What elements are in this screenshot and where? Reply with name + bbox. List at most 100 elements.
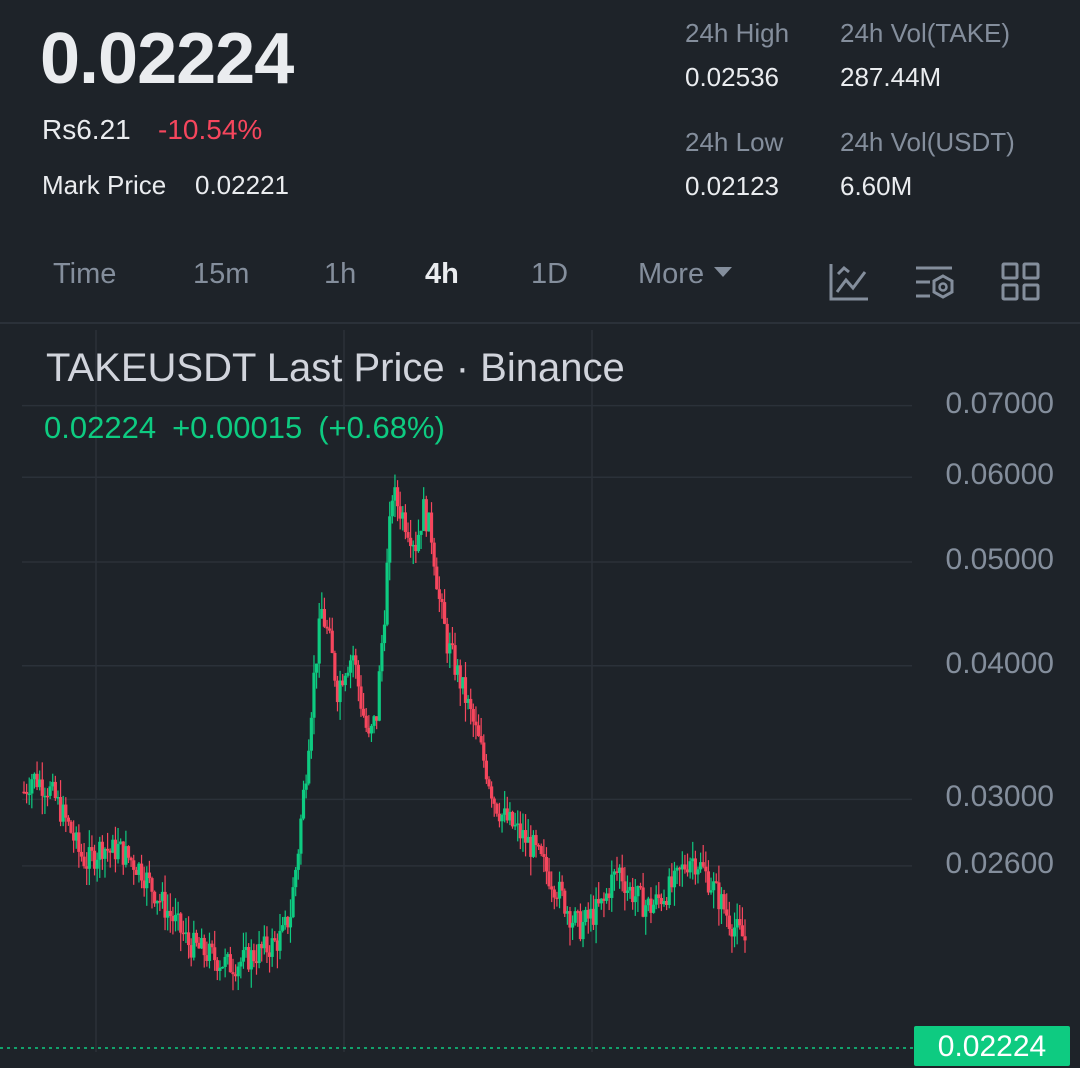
candle-body bbox=[168, 910, 172, 916]
candle-body bbox=[518, 823, 522, 839]
candle-body bbox=[414, 544, 418, 552]
candle-body bbox=[706, 871, 711, 893]
candle-body bbox=[740, 925, 744, 937]
candle-body bbox=[659, 898, 664, 905]
candle-body bbox=[231, 972, 235, 975]
tab-4h[interactable]: 4h bbox=[425, 258, 459, 290]
candle-body bbox=[74, 832, 78, 841]
candle-body bbox=[244, 946, 248, 951]
candle-body bbox=[223, 956, 227, 967]
chart-legend: 0.02224 +0.00015 (+0.68%) bbox=[44, 410, 461, 446]
candle-body bbox=[586, 909, 590, 919]
y-tick-label: 0.04000 bbox=[945, 646, 1054, 680]
candle-body bbox=[678, 867, 682, 870]
chart-grid bbox=[22, 330, 912, 1052]
candle-body bbox=[359, 686, 363, 709]
candle-body bbox=[25, 791, 29, 794]
candle-body bbox=[192, 932, 196, 958]
candle-body bbox=[179, 913, 183, 933]
price-chart[interactable] bbox=[0, 324, 1080, 1052]
candle-body bbox=[189, 945, 193, 958]
mark-price-label: Mark Price bbox=[42, 170, 167, 200]
candle-body bbox=[620, 867, 624, 882]
candle-body bbox=[252, 950, 256, 962]
candle-body bbox=[27, 793, 31, 796]
candle-body bbox=[260, 944, 264, 949]
candle-body bbox=[119, 841, 123, 844]
candle-body bbox=[147, 872, 151, 879]
candle-body bbox=[132, 860, 136, 870]
candle-body bbox=[531, 835, 536, 857]
candle-body bbox=[56, 797, 60, 799]
candle-body bbox=[589, 908, 593, 919]
candle-body bbox=[401, 512, 405, 519]
tab-more[interactable]: More bbox=[638, 258, 733, 291]
candle-body bbox=[309, 717, 313, 751]
candle-body bbox=[458, 665, 462, 689]
high-label: 24h High bbox=[685, 18, 790, 48]
candle-body bbox=[701, 862, 705, 867]
candle-body bbox=[51, 781, 55, 787]
candle-body bbox=[307, 750, 311, 784]
candle-body bbox=[591, 908, 596, 925]
candle-body bbox=[584, 909, 588, 922]
candle-body bbox=[103, 848, 107, 859]
candle-body bbox=[547, 871, 551, 887]
candle-body bbox=[64, 804, 68, 818]
candle-body bbox=[623, 881, 627, 893]
candle-body bbox=[207, 943, 212, 961]
candle-body bbox=[557, 881, 562, 899]
candle-body bbox=[173, 914, 178, 922]
candle-body bbox=[424, 499, 428, 532]
candle-body bbox=[495, 803, 499, 814]
candle-body bbox=[463, 677, 468, 703]
candle-body bbox=[738, 919, 742, 926]
candle-body bbox=[594, 899, 598, 925]
candle-body bbox=[670, 876, 674, 888]
candle-body bbox=[529, 836, 533, 857]
candle-body bbox=[299, 818, 303, 854]
candle-body bbox=[628, 886, 632, 891]
candle-body bbox=[181, 932, 185, 935]
candle-body bbox=[265, 936, 269, 953]
candle-body bbox=[442, 602, 447, 624]
indicator-icon[interactable] bbox=[828, 262, 870, 302]
candle-body bbox=[573, 911, 577, 923]
candle-body bbox=[503, 808, 507, 815]
tab-15m[interactable]: 15m bbox=[193, 258, 250, 290]
candle-body bbox=[124, 846, 128, 865]
candle-body bbox=[210, 943, 214, 948]
candle-body bbox=[398, 506, 402, 519]
tab-1d[interactable]: 1D bbox=[531, 258, 569, 290]
candle-body bbox=[704, 866, 708, 872]
layout-grid-icon[interactable] bbox=[1000, 262, 1042, 302]
tab-time[interactable]: Time bbox=[53, 258, 117, 290]
candle-body bbox=[69, 821, 73, 833]
candle-body bbox=[380, 643, 384, 672]
candle-body bbox=[631, 886, 635, 903]
candle-body bbox=[354, 655, 358, 665]
candle-body bbox=[649, 898, 653, 913]
chart-settings-icon[interactable] bbox=[914, 262, 956, 302]
candle-body bbox=[388, 516, 392, 563]
candle-body bbox=[372, 716, 376, 726]
candle-body bbox=[215, 960, 219, 971]
candle-body bbox=[725, 909, 729, 916]
y-tick-label: 0.05000 bbox=[945, 543, 1054, 576]
candle-body bbox=[651, 904, 656, 913]
legend-change-pct: (+0.68%) bbox=[318, 410, 445, 445]
low-label: 24h Low bbox=[685, 127, 784, 157]
tab-1h[interactable]: 1h bbox=[324, 258, 357, 290]
candle-body bbox=[314, 663, 319, 673]
candle-body bbox=[228, 954, 232, 973]
candle-body bbox=[153, 891, 157, 904]
candle-body bbox=[735, 919, 739, 928]
candle-body bbox=[560, 881, 564, 891]
candle-body bbox=[409, 537, 413, 547]
candle-body bbox=[48, 786, 52, 796]
candle-body bbox=[233, 974, 238, 977]
candle-body bbox=[267, 952, 272, 957]
candle-body bbox=[171, 915, 175, 922]
candle-body bbox=[184, 932, 188, 934]
candle-body bbox=[513, 824, 517, 827]
